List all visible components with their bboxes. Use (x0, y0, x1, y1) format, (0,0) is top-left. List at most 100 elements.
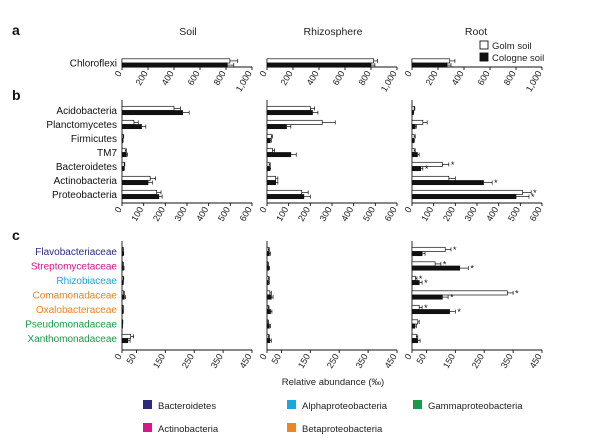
bar-cologne (266, 309, 271, 315)
x-tick-label: 1,000 (234, 69, 254, 94)
x-tick-label: 450 (383, 352, 399, 370)
x-tick-label: 500 (506, 205, 522, 223)
bar-cologne (411, 124, 416, 130)
bar-cologne (121, 309, 124, 315)
bar-golm (266, 246, 269, 252)
significance-star: * (419, 274, 423, 284)
bar-cologne (121, 152, 127, 158)
x-tick-label: 600 (476, 69, 492, 87)
x-tick-label: 200 (134, 69, 150, 87)
x-tick-label: 100 (129, 205, 145, 223)
x-tick-label: 200 (441, 205, 457, 223)
bar-golm (121, 119, 135, 125)
bar-cologne (411, 166, 422, 172)
x-tick-label: 0 (113, 352, 124, 361)
bar-golm (266, 105, 311, 111)
bar-golm (266, 147, 273, 153)
bar-cologne (266, 110, 313, 116)
x-tick-label: 0 (258, 205, 269, 214)
bar-golm (121, 175, 151, 181)
panel-b-soil: 0 100 200 300 400 500 600 (113, 100, 254, 223)
category-label: Bacteroidetes (56, 162, 117, 173)
bar-cologne (411, 309, 450, 315)
category-label: Acidobacteria (56, 106, 117, 117)
bar-cologne (121, 62, 228, 68)
legend-label-golm: Golm soil (492, 41, 532, 52)
bar-cologne (121, 124, 142, 130)
bar-golm (411, 175, 450, 181)
x-tick-label: 400 (339, 205, 355, 223)
x-axis-label: Relative abundance (‰) (282, 377, 384, 388)
bar-cologne (411, 138, 415, 144)
x-tick-label: 100 (419, 205, 435, 223)
bar-golm (121, 161, 125, 167)
legend-label-bacteroidetes: Bacteroidetes (158, 401, 216, 412)
bar-cologne (121, 180, 149, 186)
bar-golm (121, 189, 158, 195)
x-tick-label: 0 (258, 69, 269, 78)
legend-label-actinobacteria: Actinobacteria (158, 424, 219, 435)
x-tick-label: 500 (361, 205, 377, 223)
legend-top: Golm soil Cologne soil (479, 40, 544, 64)
column-title-rhizosphere: Rhizosphere (304, 26, 363, 38)
bar-cologne (411, 62, 448, 68)
x-tick-label: 800 (357, 69, 373, 87)
category-label: Planctomycetes (46, 120, 117, 131)
panel-b-root: 0 100 200 300 400 500 600***** (403, 100, 544, 223)
bar-golm (266, 161, 270, 167)
bar-cologne (411, 294, 443, 300)
bar-golm (266, 275, 269, 281)
bar-golm (266, 304, 269, 310)
bar-golm (121, 290, 124, 296)
bar-golm (121, 105, 175, 111)
significance-star: * (451, 160, 455, 170)
category-label: Comamonadaceae (33, 291, 118, 302)
x-tick-label: 250 (325, 352, 341, 370)
bar-cologne (266, 280, 269, 286)
bar-cologne (411, 323, 416, 329)
category-label: Proteobacteria (52, 190, 117, 201)
panel-a-rhizosphere: 0 200 400 600 800 1,000 (258, 58, 399, 94)
bar-golm (411, 58, 451, 64)
x-tick-label: 350 (499, 352, 515, 370)
bar-golm (411, 290, 508, 296)
x-tick-label: 800 (502, 69, 518, 87)
bar-cologne (266, 323, 270, 329)
bar-cologne (411, 152, 418, 158)
panel-letter-b: b (12, 87, 21, 103)
x-tick-label: 500 (216, 205, 232, 223)
x-tick-label: 450 (528, 352, 544, 370)
x-tick-label: 450 (238, 352, 254, 370)
bar-golm (411, 189, 523, 195)
x-tick-label: 350 (209, 352, 225, 370)
x-tick-label: 300 (318, 205, 334, 223)
legend-label-cologne: Cologne soil (492, 53, 544, 64)
legend-swatch-bacteroidetes (143, 400, 152, 409)
significance-star: * (494, 178, 498, 188)
x-tick-label: 100 (274, 205, 290, 223)
x-tick-label: 600 (186, 69, 202, 87)
panel-c-soil: 0 50 150 250 350 450 (113, 241, 254, 370)
bar-cologne (121, 194, 160, 200)
panel-b-rhizosphere: 0 100 200 300 400 500 600 (258, 100, 399, 223)
x-tick-label: 200 (424, 69, 440, 87)
x-tick-label: 600 (238, 205, 254, 223)
bar-cologne (266, 62, 372, 68)
bar-cologne (411, 180, 484, 186)
x-tick-label: 200 (296, 205, 312, 223)
bar-golm (411, 119, 424, 125)
bar-golm (411, 133, 415, 139)
x-tick-label: 250 (180, 352, 196, 370)
x-tick-label: 400 (484, 205, 500, 223)
bar-cologne (411, 194, 517, 200)
x-tick-label: 200 (279, 69, 295, 87)
panel-letter-a: a (12, 22, 20, 38)
legend-swatch-gammaproteobacteria (413, 400, 422, 409)
bar-cologne (121, 294, 125, 300)
bar-golm (266, 58, 374, 64)
x-tick-label: 0 (113, 69, 124, 78)
bar-golm (121, 58, 231, 64)
column-title-root: Root (465, 26, 487, 38)
x-tick-label: 600 (331, 69, 347, 87)
